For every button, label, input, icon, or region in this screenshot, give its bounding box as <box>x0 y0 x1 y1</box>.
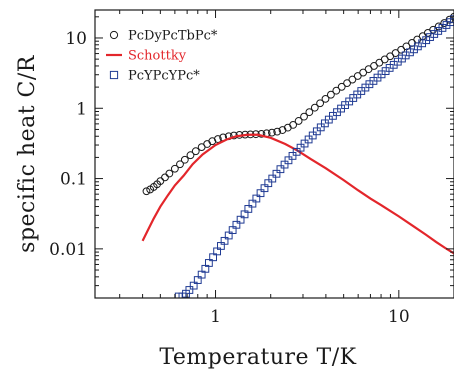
data-point-circle <box>300 112 308 121</box>
data-point-circle <box>156 177 165 186</box>
data-point-square <box>204 259 213 267</box>
data-point-square <box>256 189 265 198</box>
data-point-circle <box>332 86 341 95</box>
legend-label: PcDyPcTbPc* <box>128 29 218 44</box>
series-line-schottky <box>141 133 454 255</box>
data-point-circle <box>289 121 298 129</box>
data-point-square <box>209 253 218 262</box>
legend-label: PcYPcYPc* <box>128 69 200 84</box>
data-point-circle <box>348 75 357 84</box>
data-point-circle <box>321 94 330 103</box>
data-point-circle <box>273 127 282 136</box>
data-point-square <box>189 281 198 290</box>
data-point-circle <box>165 169 174 178</box>
data-point-circle <box>429 25 438 34</box>
data-point-square <box>312 127 321 136</box>
data-point-circle <box>391 49 400 57</box>
data-point-square <box>280 160 289 169</box>
data-point-square <box>185 286 194 294</box>
data-point-square <box>288 152 297 160</box>
data-point-square <box>268 174 277 183</box>
data-point-square <box>272 169 281 178</box>
data-point-square <box>308 131 317 140</box>
y-axis-title: specific heat C/R <box>15 54 40 253</box>
data-point-square <box>248 199 257 208</box>
data-point-circle <box>337 82 346 91</box>
x-tick-label: 1 <box>210 307 221 327</box>
data-point-square <box>224 231 233 240</box>
data-point-square <box>244 205 253 213</box>
data-point-square <box>296 143 305 152</box>
data-point-circle <box>310 103 319 112</box>
legend-swatch-square <box>109 70 119 80</box>
data-point-square <box>264 179 273 188</box>
data-point-square <box>284 156 293 165</box>
data-point-circle <box>176 160 184 169</box>
plot-frame <box>94 9 454 299</box>
y-tick-label: 0.1 <box>60 170 87 190</box>
y-tick-label: 0.01 <box>49 240 87 260</box>
x-axis-title: Temperature T/K <box>159 345 356 370</box>
data-point-circle <box>267 128 276 137</box>
data-point-square <box>300 139 309 148</box>
data-point-circle <box>161 173 169 182</box>
data-point-square <box>232 220 241 229</box>
data-point-square <box>450 15 454 24</box>
data-point-square <box>252 194 261 203</box>
data-point-circle <box>142 187 151 196</box>
legend: PcDyPcTbPc* Schottky PcYPcYPc* <box>106 29 218 84</box>
data-point-square <box>276 165 285 174</box>
data-point-square <box>316 123 325 132</box>
legend-swatch-circle <box>109 30 119 40</box>
data-point-square <box>292 147 301 156</box>
data-point-circle <box>213 135 222 143</box>
data-point-circle <box>186 151 195 160</box>
data-point-circle <box>170 164 179 173</box>
data-point-circle <box>191 147 200 156</box>
data-point-circle <box>326 90 335 99</box>
y-tick-label: 1 <box>76 99 87 119</box>
y-tick-label: 10 <box>65 29 87 49</box>
data-point-circle <box>316 99 325 108</box>
data-point-circle <box>305 108 314 117</box>
data-point-circle <box>294 117 303 125</box>
data-point-circle <box>278 126 287 134</box>
data-point-square <box>220 236 229 245</box>
legend-label: Schottky <box>128 49 187 64</box>
data-point-circle <box>343 79 351 88</box>
data-point-circle <box>203 140 212 148</box>
data-point-square <box>304 135 313 144</box>
data-point-circle <box>180 155 189 164</box>
data-point-circle <box>353 72 362 80</box>
x-tick-label: 10 <box>388 307 410 327</box>
data-point-circle <box>359 68 368 77</box>
data-point-square <box>236 215 245 224</box>
